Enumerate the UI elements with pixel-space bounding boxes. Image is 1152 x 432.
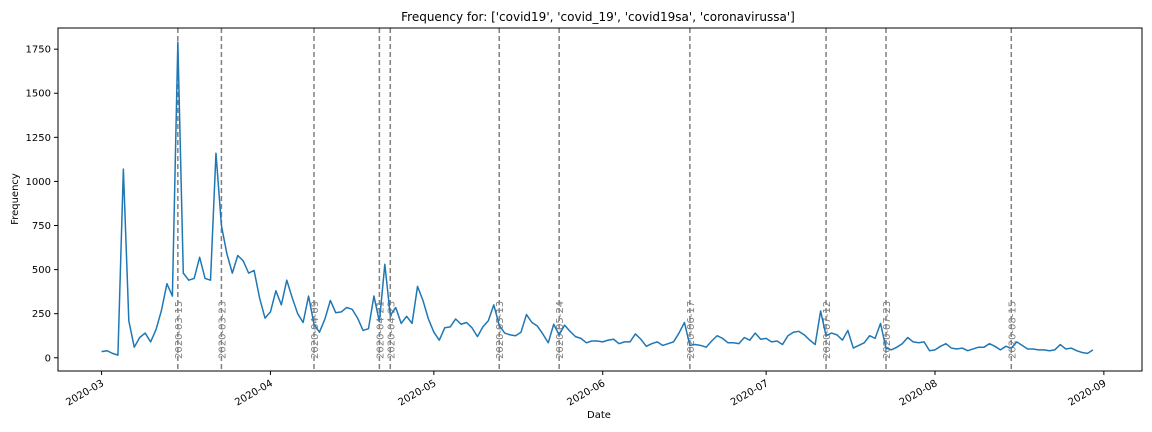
event-line-label: 2020-08-15: [1007, 301, 1018, 359]
x-tick-label: 2020-03: [64, 378, 106, 408]
series-group: [101, 41, 1094, 356]
event-line-label: 2020-05-24: [555, 301, 566, 359]
y-tick-label: 500: [32, 265, 51, 276]
x-tick-label: 2020-06: [566, 378, 608, 408]
y-tick-label: 0: [45, 353, 51, 364]
x-tick-label: 2020-04: [233, 378, 275, 408]
x-tick-label: 2020-08: [898, 378, 940, 408]
x-tick-label: 2020-07: [729, 378, 771, 408]
series-line: [101, 41, 1094, 356]
y-tick-label: 750: [32, 221, 51, 232]
event-line-label: 2020-03-23: [217, 301, 228, 359]
y-tick-label: 1000: [26, 177, 51, 188]
y-tick-label: 1250: [26, 133, 51, 144]
y-tick-label: 1750: [26, 45, 51, 56]
y-tick-label: 250: [32, 309, 51, 320]
y-axis: 0 250 500 750 1000 1250 1500 1750: [26, 45, 58, 364]
plot-frame: [57, 27, 1143, 372]
x-tick-label: 2020-09: [1067, 378, 1109, 408]
event-line-label: 2020-05-13: [495, 301, 506, 359]
event-line-label: 2020-04-09: [310, 301, 321, 359]
chart-title: Frequency for: ['covid19', 'covid_19', '…: [401, 10, 795, 24]
event-line-label: 2020-06-17: [686, 301, 697, 359]
y-axis-label: Frequency: [10, 173, 21, 225]
y-tick-label: 1500: [26, 89, 51, 100]
event-line-label: 2020-04-23: [386, 301, 397, 359]
event-lines: 2020-03-15 2020-03-23 2020-04-09 2020-04-21…: [174, 28, 1018, 371]
x-axis-label: Date: [587, 410, 611, 421]
x-axis: 2020-03 2020-04 2020-05 2020-06 2020-07 2020-…: [64, 371, 1108, 408]
x-tick-label: 2020-05: [397, 378, 439, 408]
event-line-label: 2020-07-12: [822, 301, 833, 359]
event-line-label: 2020-03-15: [174, 301, 185, 359]
event-line-label: 2020-07-23: [882, 301, 893, 359]
event-line-label: 2020-04-21: [375, 301, 386, 359]
